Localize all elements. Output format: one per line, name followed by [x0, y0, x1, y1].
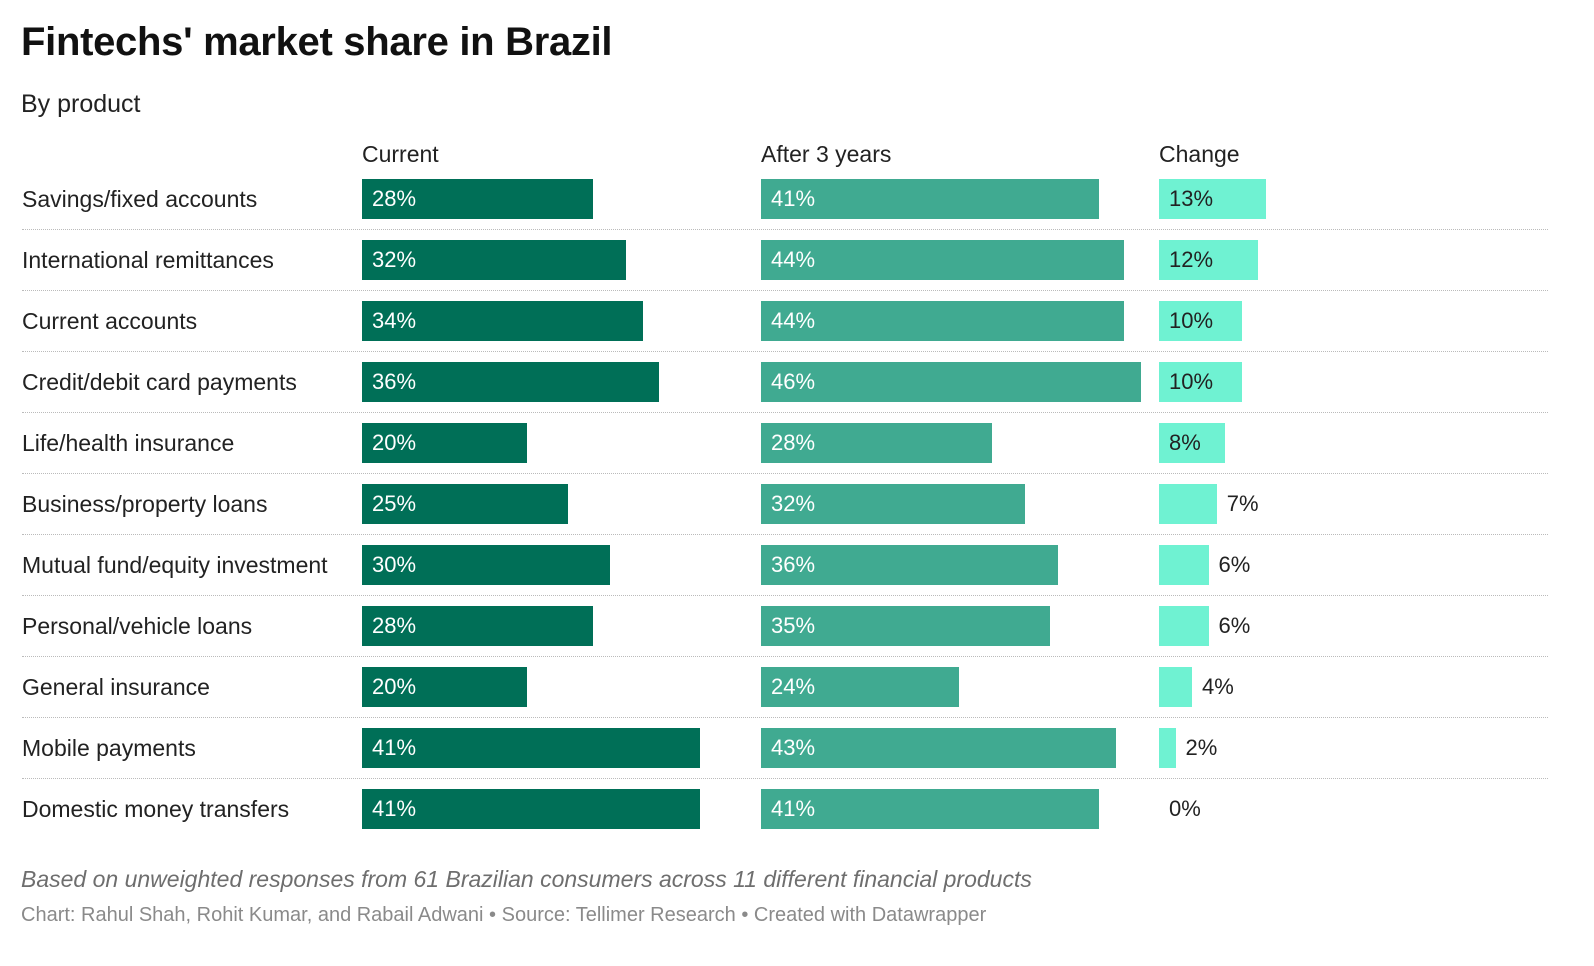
value-label-after: 44% — [771, 247, 816, 272]
bar-current — [362, 362, 659, 402]
row-label: General insurance — [22, 674, 210, 700]
bar-change — [1159, 423, 1225, 463]
value-label-change: 0% — [1169, 796, 1201, 821]
value-label-after: 32% — [771, 491, 816, 516]
row-label: Mobile payments — [22, 735, 196, 761]
value-label-current: 41% — [372, 796, 417, 821]
row-label: Life/health insurance — [22, 430, 235, 456]
row-divider — [22, 595, 1548, 596]
row-label: Domestic money transfers — [22, 796, 290, 822]
value-label-after: 24% — [771, 674, 816, 699]
value-label-current: 30% — [372, 552, 417, 577]
row-label: Mutual fund/equity investment — [22, 552, 328, 578]
page-subtitle: By product — [21, 90, 141, 118]
value-label-after: 46% — [771, 369, 816, 394]
column-header-after: After 3 years — [761, 141, 892, 167]
chart-note: Based on unweighted responses from 61 Br… — [21, 866, 1032, 892]
bar-change — [1159, 484, 1217, 524]
bar-current — [362, 240, 626, 280]
value-label-change: 10% — [1169, 308, 1214, 333]
row-label: Personal/vehicle loans — [22, 613, 253, 639]
value-label-change: 6% — [1218, 552, 1251, 577]
row-label: Business/property loans — [22, 491, 268, 517]
bar-current — [362, 728, 701, 768]
bar-after — [761, 728, 1116, 768]
value-label-after: 43% — [771, 735, 816, 760]
bar-after — [761, 240, 1124, 280]
value-label-change: 4% — [1202, 674, 1234, 699]
bar-after — [761, 484, 1025, 524]
bar-current — [362, 484, 569, 524]
bar-change — [1159, 362, 1242, 402]
bar-current — [362, 545, 610, 585]
bar-after — [761, 667, 959, 707]
value-label-current: 28% — [372, 186, 417, 211]
bar-after — [761, 423, 992, 463]
value-label-change: 8% — [1169, 430, 1201, 455]
value-label-after: 28% — [771, 430, 816, 455]
column-header-change: Change — [1159, 141, 1240, 167]
bar-change — [1159, 301, 1242, 341]
value-label-current: 28% — [372, 613, 417, 638]
value-label-after: 44% — [771, 308, 816, 333]
value-label-change: 7% — [1226, 491, 1259, 516]
row-divider — [22, 778, 1548, 779]
row-divider — [22, 534, 1548, 535]
bar-change — [1159, 606, 1209, 646]
value-label-after: 35% — [771, 613, 816, 638]
bar-change — [1159, 667, 1192, 707]
row-label: Credit/debit card payments — [22, 369, 297, 395]
value-label-current: 32% — [372, 247, 417, 272]
bar-current — [362, 179, 593, 219]
bar-after — [761, 789, 1100, 829]
value-label-after: 41% — [771, 186, 816, 211]
value-label-current: 36% — [372, 369, 417, 394]
row-divider — [22, 473, 1548, 474]
bar-after — [761, 301, 1124, 341]
row-divider — [22, 229, 1548, 230]
value-label-current: 34% — [372, 308, 417, 333]
value-label-after: 41% — [771, 796, 816, 821]
value-label-change: 13% — [1169, 186, 1214, 211]
bar-after — [761, 362, 1141, 402]
bar-change — [1159, 545, 1209, 585]
bar-current — [362, 301, 643, 341]
bar-after — [761, 179, 1100, 219]
bar-current — [362, 606, 593, 646]
value-label-current: 41% — [372, 735, 417, 760]
value-label-current: 20% — [372, 430, 417, 455]
value-label-current: 25% — [372, 491, 417, 516]
page-title: Fintechs' market share in Brazil — [21, 20, 613, 64]
row-divider — [22, 290, 1548, 291]
row-label: Savings/fixed accounts — [22, 186, 258, 212]
value-label-current: 20% — [372, 674, 417, 699]
value-label-change: 6% — [1218, 613, 1251, 638]
row-divider — [22, 656, 1548, 657]
column-header-current: Current — [362, 141, 439, 167]
row-divider — [22, 351, 1548, 352]
chart-credit: Chart: Rahul Shah, Rohit Kumar, and Raba… — [21, 904, 987, 926]
value-label-after: 36% — [771, 552, 816, 577]
value-label-change: 12% — [1169, 247, 1214, 272]
value-label-change: 2% — [1185, 735, 1218, 760]
bar-current — [362, 789, 701, 829]
bar-change — [1159, 179, 1267, 219]
row-label: International remittances — [22, 247, 274, 273]
bar-current — [362, 423, 527, 463]
row-label: Current accounts — [22, 308, 198, 334]
bar-change — [1159, 728, 1176, 768]
row-divider — [22, 412, 1548, 413]
bar-current — [362, 667, 527, 707]
bar-change — [1159, 240, 1258, 280]
value-label-change: 10% — [1169, 369, 1214, 394]
bar-after — [761, 606, 1050, 646]
bar-after — [761, 545, 1058, 585]
row-divider — [22, 717, 1548, 718]
